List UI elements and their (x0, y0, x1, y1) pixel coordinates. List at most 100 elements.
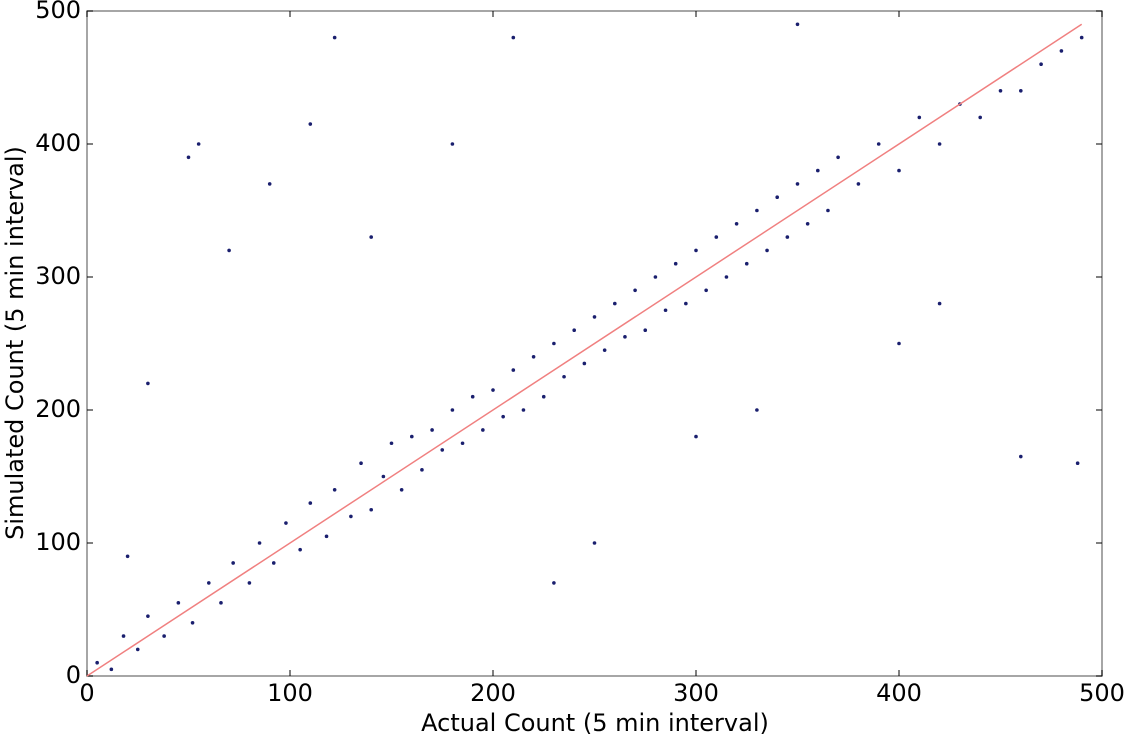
point (501, 414, 505, 419)
point (744, 261, 749, 266)
point (481, 428, 485, 432)
point (1079, 35, 1084, 40)
point (602, 348, 607, 352)
point (420, 468, 424, 472)
point (121, 634, 126, 638)
point (897, 168, 901, 173)
point (231, 561, 235, 565)
point (755, 208, 759, 213)
x-axis-label: Actual Count (5 min interval) (421, 709, 769, 737)
point (795, 182, 800, 186)
point (755, 408, 759, 412)
point (146, 614, 150, 618)
point (227, 248, 231, 253)
point (1075, 461, 1080, 466)
point (917, 115, 922, 120)
point (430, 428, 434, 432)
point (1019, 454, 1023, 459)
point (332, 35, 337, 40)
point (125, 554, 130, 559)
point (623, 335, 627, 339)
point (521, 408, 526, 412)
point (694, 248, 698, 253)
point (176, 601, 181, 605)
point (349, 514, 353, 519)
point (582, 361, 587, 366)
point (816, 168, 820, 173)
point (552, 581, 556, 585)
point (704, 288, 708, 293)
point (643, 328, 648, 333)
point (978, 115, 982, 120)
point (460, 441, 465, 446)
y-tick-label: 300 (35, 262, 81, 290)
point (324, 534, 329, 539)
x-tick-label: 300 (673, 679, 719, 707)
point (856, 182, 861, 186)
point (196, 142, 201, 146)
y-tick-label: 0 (66, 661, 81, 689)
point (162, 634, 166, 638)
point (937, 301, 942, 306)
point (1019, 89, 1023, 93)
point (937, 142, 942, 146)
point (332, 488, 337, 492)
point (146, 381, 150, 386)
point (359, 461, 363, 466)
point (399, 488, 404, 492)
point (450, 142, 455, 146)
x-tick-label: 500 (1079, 679, 1125, 707)
point (219, 601, 223, 605)
fit-line (86, 23, 1083, 677)
point (998, 89, 1003, 93)
y-tick-label: 500 (35, 0, 81, 24)
y-tick-label: 400 (35, 129, 81, 157)
plot-frame (86, 10, 1103, 677)
point (592, 541, 597, 545)
point (694, 434, 698, 439)
point (257, 541, 262, 545)
point (511, 368, 516, 372)
x-tick-label: 400 (876, 679, 922, 707)
point (592, 315, 597, 319)
point (805, 222, 810, 226)
y-axis-label: Simulated Count (5 min interval) (1, 146, 29, 540)
point (785, 235, 790, 239)
point (531, 355, 536, 359)
point (308, 122, 313, 126)
point (491, 388, 495, 392)
point (271, 561, 276, 565)
point (298, 547, 302, 552)
point (410, 434, 414, 439)
point (135, 647, 140, 652)
point (186, 155, 191, 160)
point (714, 235, 719, 239)
point (826, 208, 830, 213)
point (308, 501, 313, 505)
point (95, 660, 99, 665)
point (470, 394, 475, 399)
point (613, 301, 617, 306)
point (381, 474, 386, 479)
point (572, 328, 576, 333)
point (724, 275, 729, 279)
point (633, 288, 637, 293)
point (1039, 62, 1043, 66)
point (775, 195, 779, 199)
y-tick-label: 100 (35, 528, 81, 556)
point (247, 581, 252, 585)
x-tick-label: 0 (79, 679, 94, 707)
point (369, 507, 374, 512)
point (876, 142, 881, 146)
point (284, 521, 288, 525)
point (369, 235, 374, 239)
point (511, 35, 516, 40)
point (552, 341, 556, 346)
point (450, 408, 455, 412)
point (267, 182, 272, 186)
point (673, 261, 678, 266)
point (897, 341, 901, 346)
point (734, 222, 739, 226)
x-tick-label: 200 (470, 679, 516, 707)
